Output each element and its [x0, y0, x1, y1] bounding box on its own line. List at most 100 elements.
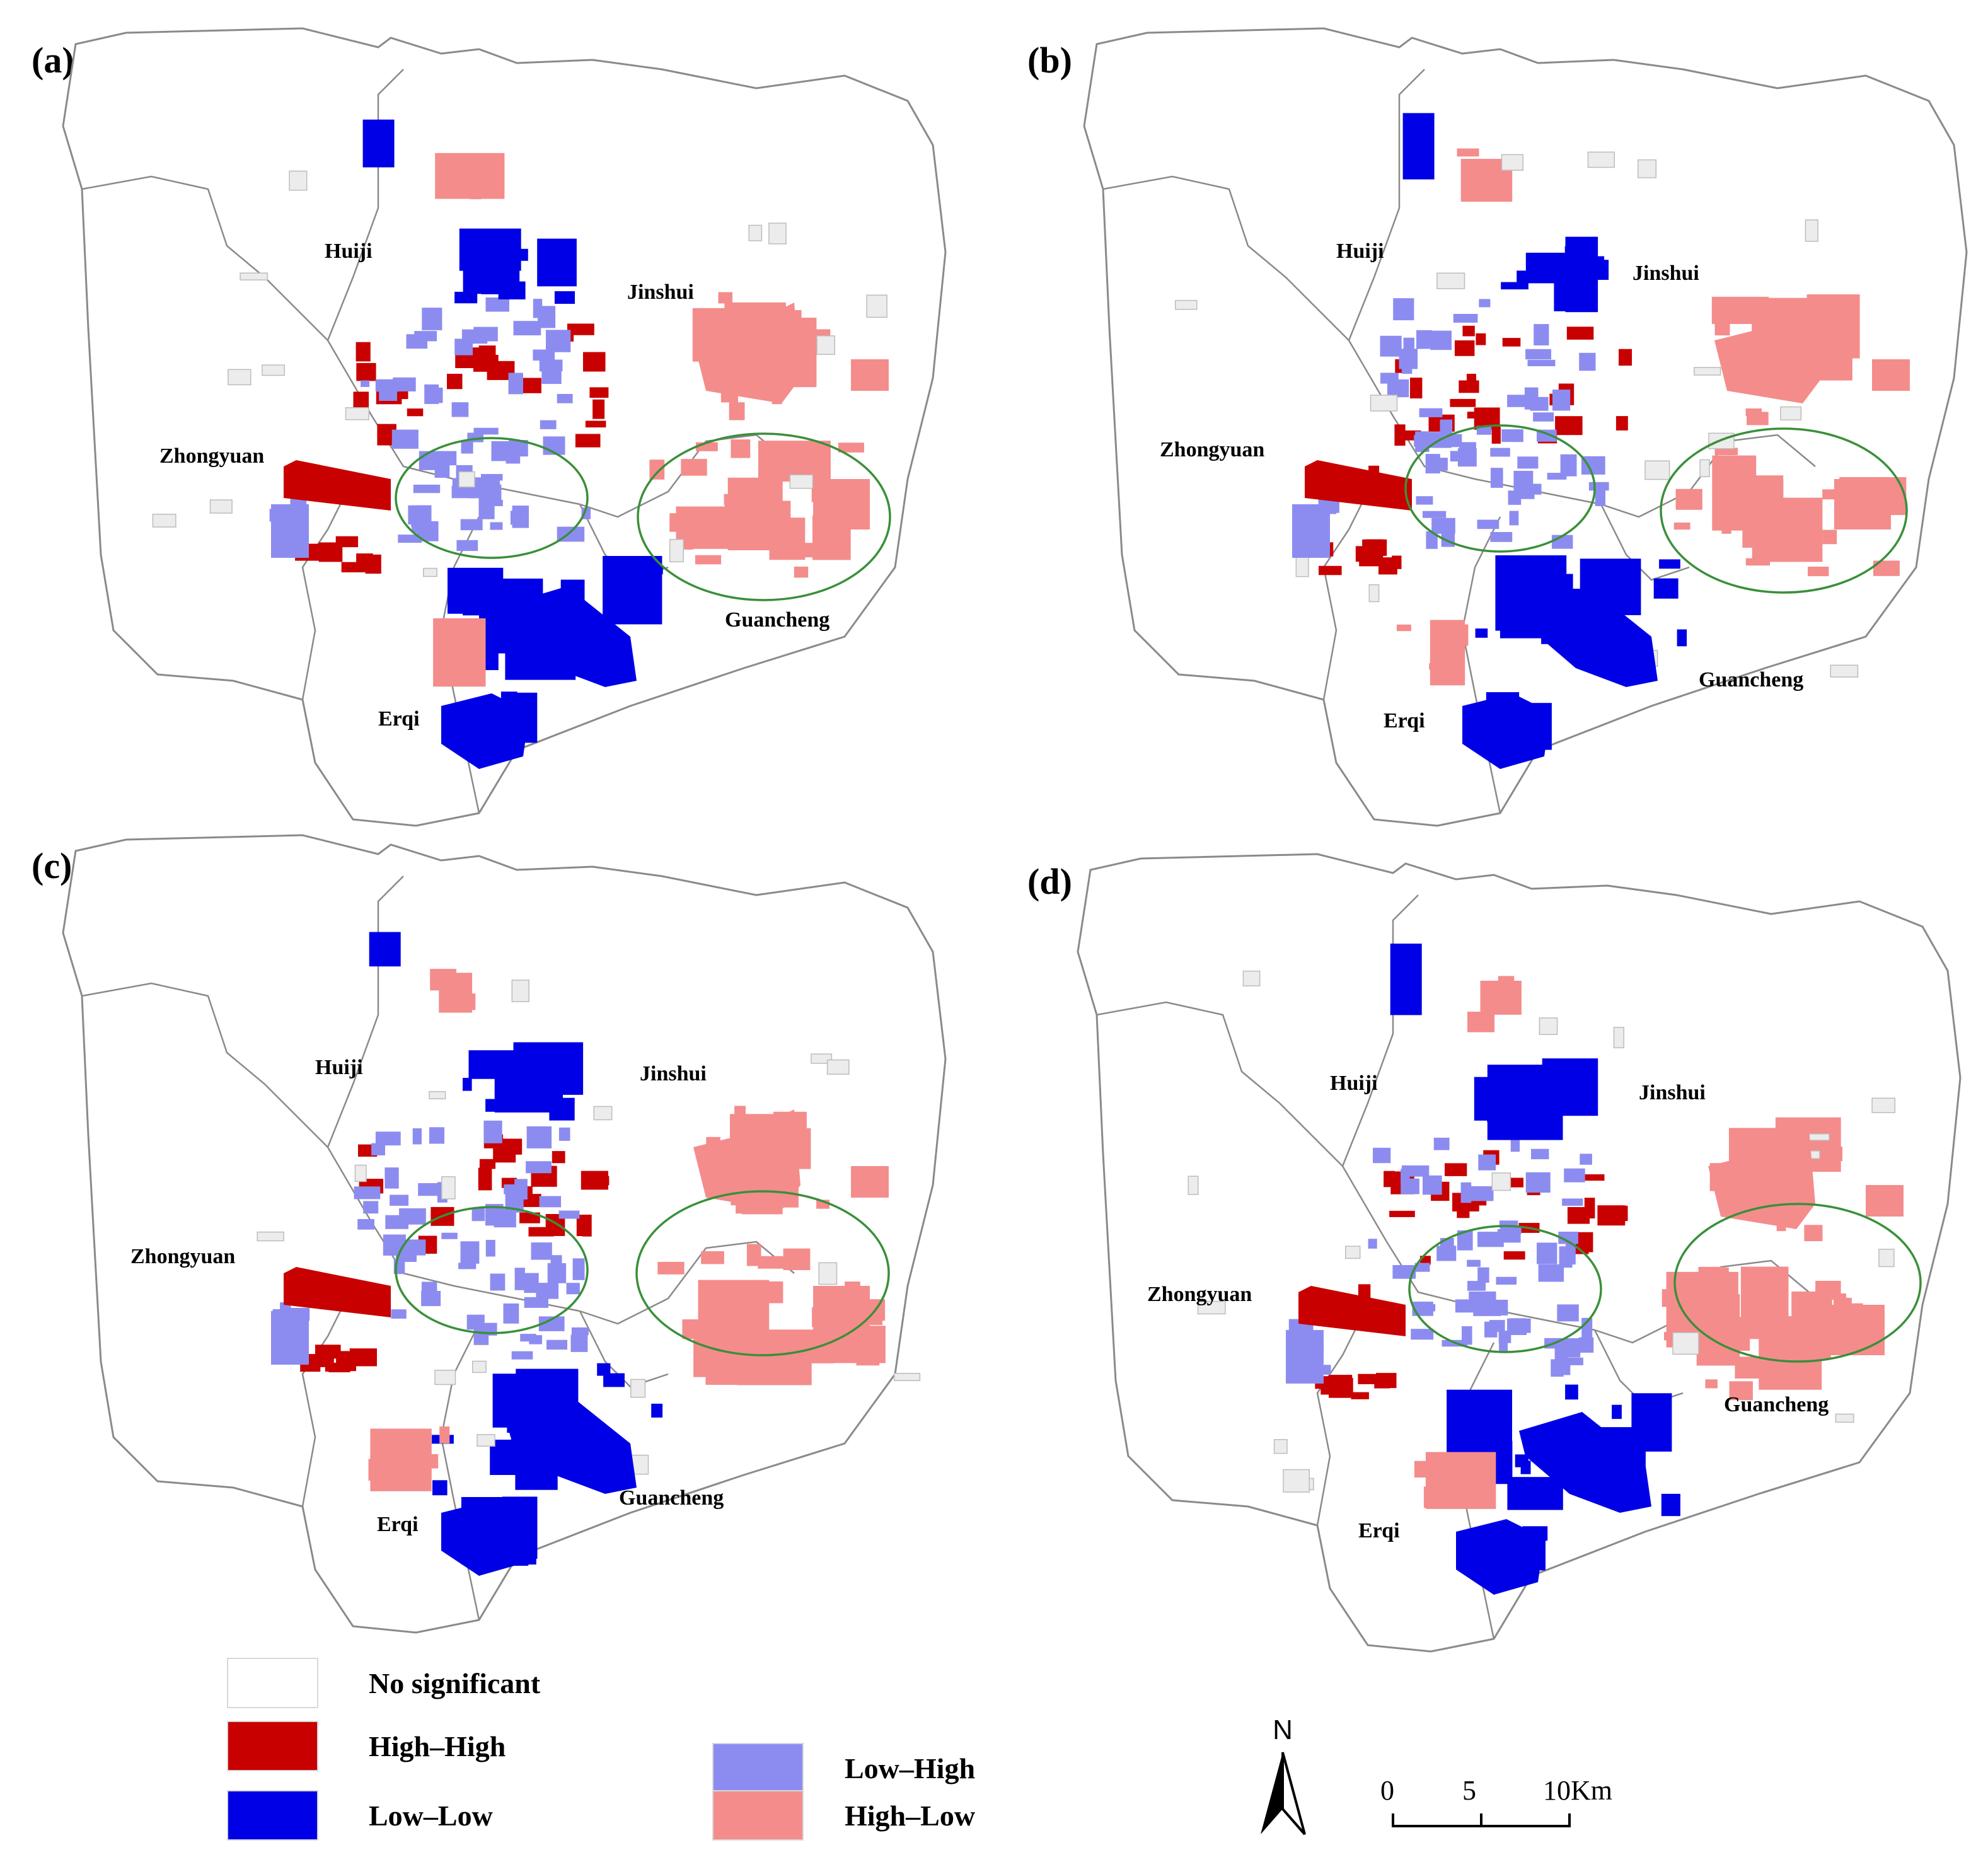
parcel-hh [1321, 1376, 1336, 1395]
parcel-lh [473, 427, 499, 435]
parcel-hh [1491, 427, 1501, 444]
parcel-lh [1414, 1263, 1430, 1272]
legend: No significant High–High Low–Low Low–Hig… [227, 1658, 1046, 1847]
parcel-ll [1447, 1389, 1512, 1461]
map-panel-a: (a) Huiji Jinshui Zhongyuan Guancheng Er… [0, 0, 983, 838]
parcel-lh [1387, 379, 1409, 398]
parcel-hh [1298, 1286, 1406, 1336]
hotspot-ellipse [637, 432, 891, 601]
parcel-hl [1804, 1225, 1823, 1242]
parcel-ll [1479, 1085, 1502, 1099]
map-svg [1077, 853, 1962, 1653]
parcel-lh [471, 1208, 485, 1222]
parcel-lh [400, 1239, 426, 1256]
panel-label: (a) [32, 40, 74, 81]
district-label-huiji: Huiji [315, 1056, 363, 1079]
parcel-ll [504, 586, 637, 687]
district-boundary [301, 1285, 354, 1507]
legend-swatch [712, 1743, 804, 1793]
parcel-lh [503, 1303, 519, 1324]
parcel-lh [1558, 1232, 1578, 1244]
parcel-ll [603, 556, 662, 625]
parcel-ns [152, 514, 176, 528]
parcel-ns [1368, 584, 1380, 603]
parcel-ll [1390, 944, 1422, 1015]
parcel-ns [429, 1091, 446, 1099]
parcel-hh [1389, 1210, 1415, 1217]
parcel-hl [1815, 1281, 1841, 1300]
parcel-lh [1393, 298, 1414, 321]
parcel-lh [1453, 314, 1478, 323]
parcel-lh [1554, 1340, 1568, 1361]
parcel-hl [1714, 448, 1738, 456]
parcel-lh [418, 1183, 439, 1196]
north-arrow: N [1254, 1715, 1311, 1859]
parcel-hh [589, 387, 609, 398]
parcel-hl [718, 292, 732, 304]
parcel-lh [558, 1210, 580, 1219]
parcel-lh [539, 1196, 562, 1208]
parcel-lh [384, 1167, 399, 1189]
parcel-lh [1517, 456, 1539, 469]
parcel-ll [1517, 270, 1539, 283]
parcel-hl [1828, 1305, 1885, 1355]
parcel-hh [1615, 416, 1628, 431]
district-label-jinshui: Jinshui [640, 1062, 707, 1085]
hotspot-ellipse [395, 437, 589, 559]
parcel-lh [391, 429, 419, 449]
parcel-hh [582, 1215, 592, 1237]
parcel-hh [528, 1227, 554, 1237]
parcel-hh [478, 1167, 492, 1191]
parcel-hh [341, 562, 369, 572]
parcel-lh [1433, 1137, 1450, 1150]
parcel-hl [733, 1304, 748, 1316]
parcel-lh [1426, 531, 1438, 549]
parcel-hl [695, 555, 722, 565]
district-label-jinshui: Jinshui [1639, 1081, 1706, 1104]
parcel-ll [441, 1500, 529, 1576]
parcel-lh [1416, 496, 1433, 505]
parcel-lh [371, 1143, 385, 1155]
district-boundary [81, 982, 328, 1148]
parcel-ll [506, 248, 528, 261]
district-label-zhongyuan: Zhongyuan [1160, 438, 1265, 461]
panel-label: (d) [1027, 861, 1072, 902]
parcel-lh [526, 1126, 552, 1148]
parcel-hl [1729, 1381, 1753, 1401]
parcel-ll [1659, 559, 1680, 569]
parcel-lh [454, 338, 473, 356]
parcel-lh [1478, 1154, 1496, 1171]
parcel-lh [490, 1273, 506, 1291]
hotspot-ellipse [1408, 1225, 1602, 1353]
district-boundary [1316, 1304, 1369, 1526]
parcel-ns [441, 1176, 456, 1200]
parcel-hh [407, 408, 424, 417]
parcel-ns [1370, 395, 1398, 412]
parcel-ll [1565, 1384, 1578, 1400]
parcel-hh [519, 1212, 540, 1223]
parcel-hh [1502, 338, 1521, 347]
parcel-lh [1380, 335, 1402, 357]
parcel-hh [1555, 416, 1583, 436]
parcel-ll [1511, 577, 1539, 589]
parcel-hl [657, 1261, 685, 1275]
legend-item-low-high: Low–High [712, 1743, 975, 1793]
panel-label: (b) [1027, 40, 1072, 81]
parcel-lh [1373, 1147, 1391, 1164]
parcel-hh [1597, 1205, 1626, 1226]
parcel-ns [593, 1106, 613, 1121]
parcel-lh [1537, 1242, 1557, 1264]
parcel-hl [1747, 412, 1769, 425]
parcel-hl [1720, 479, 1784, 519]
parcel-ns [789, 474, 814, 489]
parcel-hl [1467, 1012, 1495, 1032]
parcel-ll [603, 1373, 625, 1387]
parcel-lh [484, 500, 503, 506]
parcel-lh [1286, 1330, 1324, 1384]
parcel-hh [284, 460, 391, 511]
parcel-hl [649, 460, 665, 480]
parcel-lh [1552, 390, 1571, 411]
parcel-ns [818, 1262, 838, 1285]
district-label-jinshui: Jinshui [1633, 262, 1699, 285]
district-boundary [81, 175, 328, 341]
